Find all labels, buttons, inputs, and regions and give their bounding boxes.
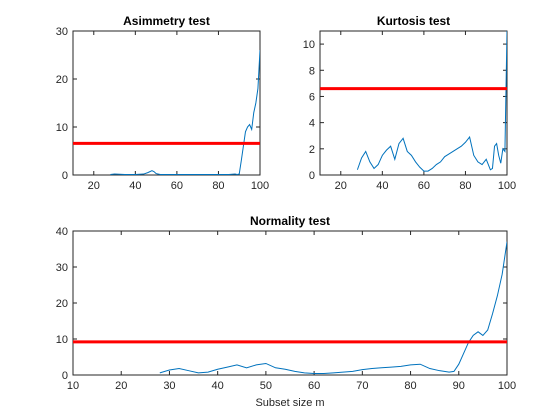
axes-frame (73, 31, 260, 175)
x-tick-label: 60 (308, 380, 320, 392)
x-tick-label: 90 (453, 380, 465, 392)
y-tick-label: 8 (309, 65, 315, 77)
chart-title: Kurtosis test (377, 14, 450, 28)
x-tick-label: 100 (251, 180, 269, 192)
x-tick-label: 80 (212, 180, 224, 192)
y-tick-label: 30 (56, 262, 68, 274)
x-tick-label: 100 (498, 380, 516, 392)
y-tick-label: 0 (62, 370, 68, 382)
chart-title: Normality test (250, 214, 330, 228)
x-tick-label: 50 (260, 380, 272, 392)
x-tick-label: 40 (212, 380, 224, 392)
chart-3: 10 20 30 40 50 60 70 80 90 100010203040Normality … (56, 214, 516, 409)
x-tick-label: 20 (335, 180, 347, 192)
chart-2: 20 40 60 80 100 0 2 4 6 8 10 Kurtosis test (303, 14, 516, 192)
y-tick-label: 10 (56, 334, 68, 346)
chart-1: 20 40 60 80 100 0 10 20 30 Asimmetry test (56, 14, 269, 192)
x-tick-label: 60 (171, 180, 183, 192)
x-tick-label: 80 (404, 380, 416, 392)
y-tick-label: 6 (309, 91, 315, 103)
x-tick-label: 20 (88, 180, 100, 192)
y-tick-label: 0 (62, 170, 68, 182)
axes-frame (73, 231, 507, 375)
x-tick-label: 100 (498, 180, 516, 192)
series-line (357, 31, 507, 171)
y-tick-label: 30 (56, 26, 68, 38)
y-tick-label: 20 (56, 298, 68, 310)
y-tick-label: 10 (56, 122, 68, 134)
y-tick-label: 0 (309, 170, 315, 182)
x-tick-label: 60 (418, 180, 430, 192)
y-tick-label: 20 (56, 74, 68, 86)
y-tick-label: 10 (303, 39, 315, 51)
y-tick-label: 4 (309, 118, 315, 130)
chart-title: Asimmetry test (123, 14, 210, 28)
axes-frame (320, 31, 507, 175)
y-tick-label: 40 (56, 226, 68, 238)
series-line (160, 242, 507, 374)
x-tick-label: 70 (356, 380, 368, 392)
x-tick-label: 20 (115, 380, 127, 392)
y-tick-label: 2 (309, 144, 315, 156)
x-tick-label: 30 (163, 380, 175, 392)
series-line (110, 50, 260, 174)
x-tick-label: 80 (459, 180, 471, 192)
x-tick-label: 10 (67, 380, 79, 392)
x-axis-label: Subset size m (255, 397, 324, 409)
x-tick-label: 40 (376, 180, 388, 192)
x-tick-label: 40 (129, 180, 141, 192)
